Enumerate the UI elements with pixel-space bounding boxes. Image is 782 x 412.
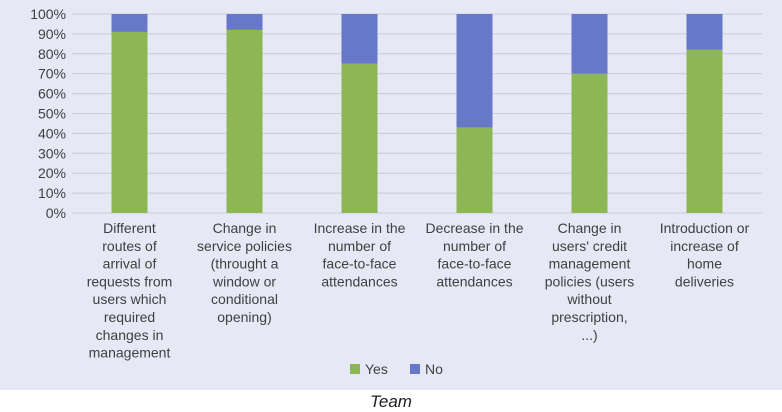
bar-no-2 — [341, 14, 378, 64]
chart-caption: Team — [370, 392, 412, 411]
y-tick-label: 0% — [46, 205, 66, 221]
x-category-label: Change in service policies (throught a wind… — [197, 220, 292, 325]
stacked-bar-chart: 0% 10% 20% 30% 40% 50% 60% 70% 80% 90% 100% Differ… — [30, 6, 762, 377]
bar-yes-1 — [226, 29, 263, 214]
bar-yes-4 — [571, 73, 608, 213]
y-tick-label: 40% — [38, 125, 66, 141]
y-tick-label: 70% — [38, 66, 66, 82]
y-tick-label: 20% — [38, 165, 66, 181]
bar-yes-3 — [456, 127, 493, 213]
chart-panel: 0% 10% 20% 30% 40% 50% 60% 70% 80% 90% 100% Differ… — [0, 0, 782, 390]
bar-no-4 — [571, 14, 608, 74]
bar-yes-5 — [686, 49, 723, 213]
y-tick-label: 50% — [38, 106, 66, 122]
y-tick-label: 60% — [38, 86, 66, 102]
legend-label-yes: Yes — [365, 361, 388, 377]
y-tick-label: 80% — [38, 46, 66, 62]
bar-no-5 — [686, 14, 723, 50]
x-category-label: Introduction or increase of home deliveries — [660, 220, 750, 289]
y-tick-label: 100% — [30, 6, 66, 22]
bar-no-0 — [111, 14, 148, 32]
bar-yes-0 — [111, 31, 148, 213]
x-category-label: Different routes of arrival of requests fro… — [87, 220, 173, 361]
x-category-label: Decrease in the number of face-to-face atte… — [425, 220, 523, 289]
bar-yes-2 — [341, 63, 378, 213]
bar-no-3 — [456, 14, 493, 128]
y-tick-label: 10% — [38, 185, 66, 201]
x-category-label: Increase in the number of face-to-face atte… — [314, 220, 406, 289]
legend-swatch-yes — [350, 364, 360, 374]
legend-label-no: No — [425, 361, 443, 377]
bar-no-1 — [226, 14, 263, 30]
x-category-label: Change in users' credit management policies… — [545, 220, 634, 343]
y-tick-label: 90% — [38, 26, 66, 42]
y-tick-label: 30% — [38, 145, 66, 161]
legend-swatch-no — [410, 364, 420, 374]
